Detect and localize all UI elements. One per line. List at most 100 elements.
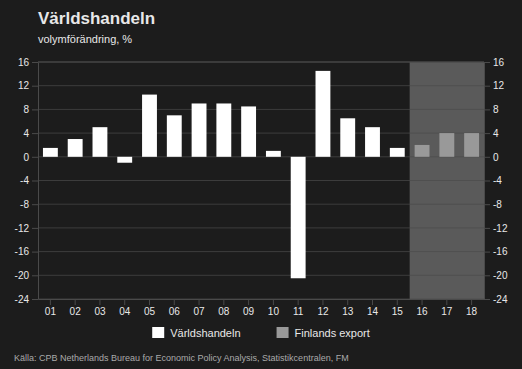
tick-label: 14: [367, 306, 379, 317]
subtitle: volymförändring, %: [38, 33, 132, 45]
bar: [167, 115, 182, 156]
grid-line: [38, 275, 484, 276]
tick-mark: [223, 299, 224, 305]
tick-label: 08: [218, 306, 230, 317]
bars: [43, 71, 479, 278]
tick-mark: [75, 299, 76, 305]
tick-label: 16: [416, 306, 428, 317]
tick: 0: [23, 152, 38, 163]
bar: [340, 118, 355, 157]
tick: -24: [484, 294, 508, 305]
bar: [142, 95, 157, 157]
tick-label: 04: [119, 306, 131, 317]
bar: [365, 127, 380, 157]
y-axis: -24-20-16-12-8-40481216: [15, 57, 39, 305]
tick: -16: [484, 246, 508, 257]
legend-label: Finlands export: [295, 327, 370, 339]
tick-label: 12: [493, 80, 505, 91]
tick-mark: [484, 109, 490, 110]
grid-line: [38, 180, 484, 181]
grid-line: [38, 109, 484, 110]
plot: -24-20-16-12-8-40481216-24-20-16-12-8-40…: [15, 57, 508, 317]
tick-mark: [32, 86, 38, 87]
chart: Världshandeln volymförändring, % -24 -20 -16…: [0, 0, 522, 369]
tick-label: 0: [23, 152, 29, 163]
grid-line: [38, 85, 484, 86]
tick-label: 8: [493, 104, 499, 115]
tick: 13: [342, 299, 354, 317]
tick-label: 09: [243, 306, 255, 317]
bar: [117, 157, 132, 163]
tick: 12: [484, 80, 505, 91]
tick-label: -16: [493, 246, 508, 257]
tick: 08: [218, 299, 230, 317]
tick-label: 4: [23, 128, 29, 139]
tick: 18: [466, 299, 478, 317]
tick-label: 13: [342, 306, 354, 317]
tick-mark: [347, 299, 348, 305]
tick-mark: [32, 181, 38, 182]
tick-mark: [99, 299, 100, 305]
tick-label: 05: [144, 306, 156, 317]
tick-label: -20: [493, 270, 508, 281]
tick-label: 17: [441, 306, 453, 317]
tick: -12: [484, 223, 508, 234]
bar: [390, 148, 405, 157]
x-axis: 010203040506070809101112131415161718: [39, 299, 485, 317]
tick: -24: [15, 294, 38, 305]
tick-mark: [32, 252, 38, 253]
tick-label: 06: [169, 306, 181, 317]
legend-swatch: [277, 327, 289, 338]
tick: 14: [367, 299, 379, 317]
bar: [464, 133, 479, 157]
legend-swatch: [152, 327, 164, 338]
tick-mark: [322, 299, 323, 305]
tick: 16: [484, 57, 505, 68]
tick-label: -24: [15, 294, 30, 305]
grid-line: [38, 62, 484, 63]
tick: 17: [441, 299, 453, 317]
tick-label: 8: [23, 104, 29, 115]
tick: 10: [268, 299, 280, 317]
tick: -20: [15, 270, 38, 281]
tick-mark: [32, 299, 38, 300]
tick-mark: [397, 299, 398, 305]
tick-label: -4: [493, 175, 502, 186]
bar: [216, 103, 231, 156]
tick-mark: [248, 299, 249, 305]
tick: -4: [484, 175, 502, 186]
tick: 11: [293, 299, 304, 317]
tick: -8: [484, 199, 502, 210]
tick-label: 15: [392, 306, 404, 317]
tick-mark: [484, 133, 490, 134]
tick-label: 07: [193, 306, 205, 317]
bar: [415, 145, 430, 157]
tick-label: -20: [15, 270, 30, 281]
grid-line: [38, 227, 484, 228]
tick: -8: [20, 199, 38, 210]
tick-mark: [422, 299, 423, 305]
tick-label: 18: [466, 306, 478, 317]
tick: 01: [45, 299, 57, 317]
tick-mark: [124, 299, 125, 305]
tick: 03: [94, 299, 106, 317]
tick-mark: [446, 299, 447, 305]
tick-mark: [32, 275, 38, 276]
tick-label: 01: [45, 306, 57, 317]
tick-mark: [484, 86, 490, 87]
tick-mark: [484, 299, 490, 300]
tick: 16: [416, 299, 428, 317]
tick: 07: [193, 299, 205, 317]
tick: 0: [484, 152, 499, 163]
bar: [316, 71, 331, 157]
tick-label: 12: [18, 80, 30, 91]
tick-label: 12: [317, 306, 329, 317]
tick-mark: [32, 133, 38, 134]
legend: VärldshandelnFinlands export: [152, 327, 370, 339]
tick: -4: [20, 175, 38, 186]
title: Världshandeln: [38, 9, 155, 28]
axis-domain: [38, 63, 39, 300]
grid: [38, 62, 484, 299]
tick: 8: [23, 104, 38, 115]
tick-mark: [174, 299, 175, 305]
